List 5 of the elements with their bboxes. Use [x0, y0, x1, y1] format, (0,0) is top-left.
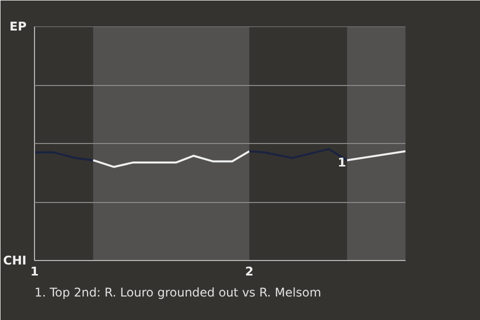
- text: 1. Top 2nd: R. Louro grounded out vs R. Melsom: [34, 286, 322, 300]
- text: EP: [10, 20, 27, 34]
- annotation: 1: [338, 156, 346, 170]
- text: CHI: [3, 254, 27, 268]
- x-tick-label: 2: [245, 264, 254, 278]
